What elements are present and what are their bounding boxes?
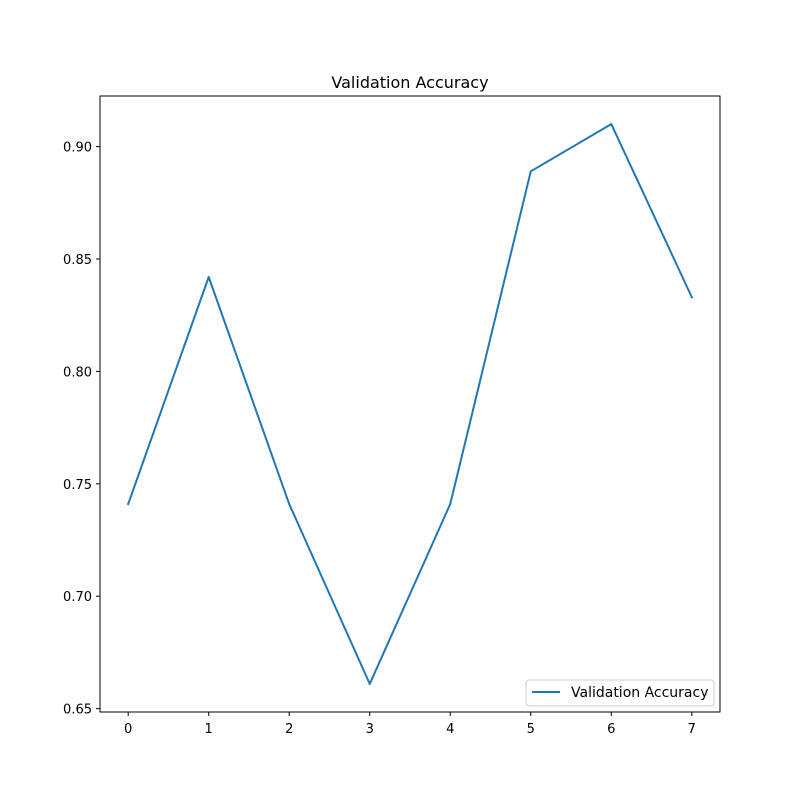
legend: Validation Accuracy (525, 679, 715, 707)
data-point (449, 503, 452, 506)
legend-label-validation-accuracy: Validation Accuracy (571, 685, 709, 701)
y-tick-label: 0.90 (63, 141, 92, 156)
x-tick-label: 2 (285, 722, 293, 737)
y-axis-ticks: 0.65 0.70 0.75 0.80 0.85 0.90 (63, 141, 100, 718)
y-tick-label: 0.65 (63, 703, 92, 718)
x-axis-ticks: 0 1 2 3 4 5 6 7 (124, 712, 696, 737)
data-point (690, 296, 693, 299)
x-tick-label: 1 (205, 722, 213, 737)
data-point (368, 682, 371, 685)
x-tick-label: 3 (366, 722, 374, 737)
legend-box (525, 679, 715, 707)
y-tick-label: 0.75 (63, 478, 92, 493)
data-point (207, 275, 210, 278)
series-layer (126, 123, 694, 685)
series-line-0 (126, 123, 694, 685)
y-tick-label: 0.85 (63, 253, 92, 268)
x-tick-label: 5 (527, 722, 535, 737)
data-point (610, 123, 613, 126)
chart-title: Validation Accuracy (331, 73, 488, 92)
x-tick-label: 7 (688, 722, 696, 737)
y-tick-label: 0.70 (63, 590, 92, 605)
data-point (127, 503, 130, 506)
y-tick-label: 0.80 (63, 365, 92, 380)
data-point (529, 170, 532, 173)
x-tick-label: 0 (124, 722, 132, 737)
x-tick-label: 4 (446, 722, 454, 737)
data-point (288, 503, 291, 506)
x-tick-label: 6 (607, 722, 615, 737)
plot-frame (99, 95, 721, 713)
